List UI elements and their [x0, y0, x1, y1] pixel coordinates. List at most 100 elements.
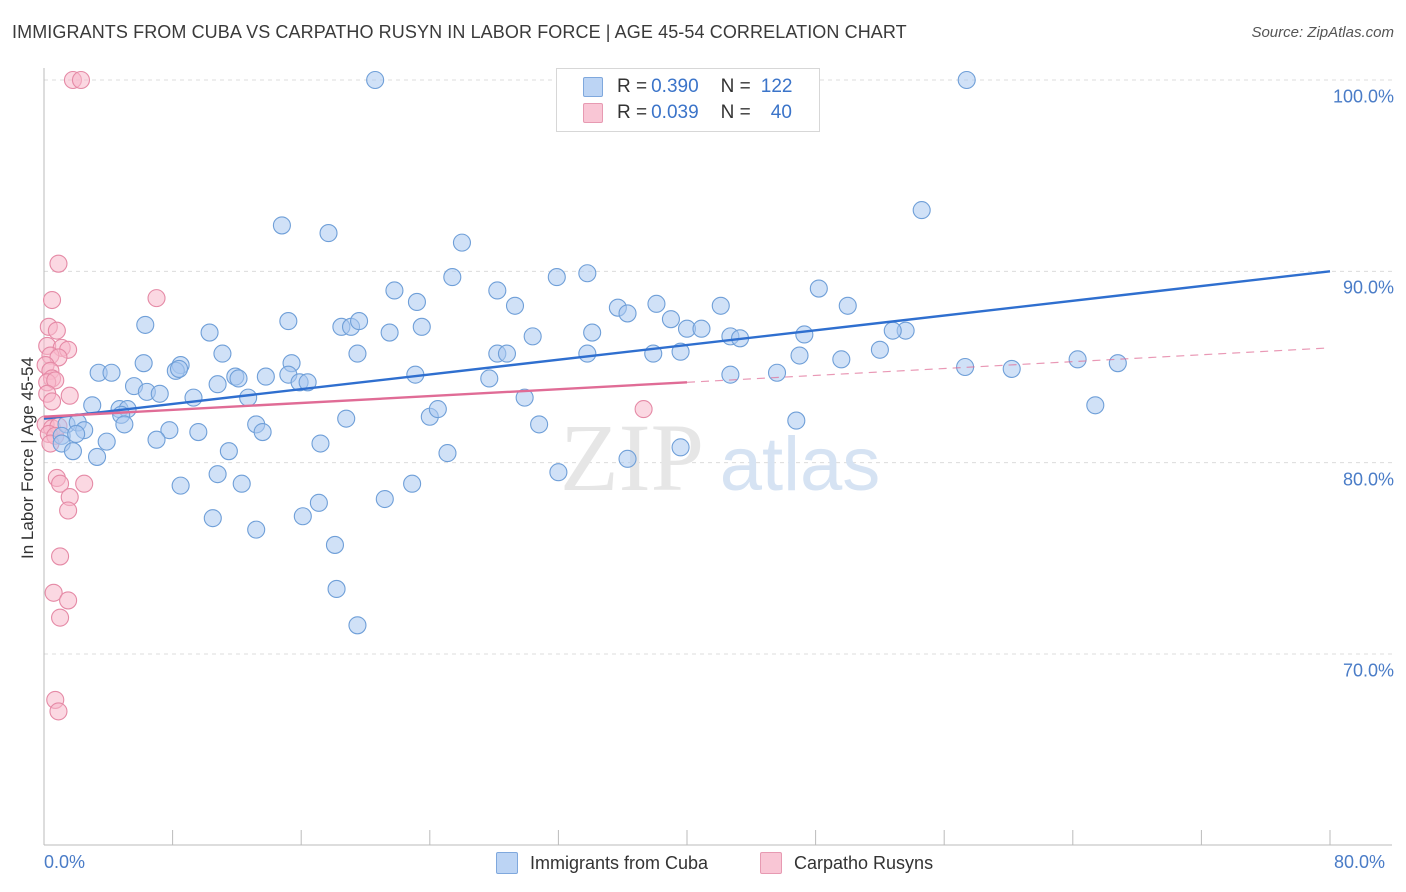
- cuba-point: [380, 323, 399, 342]
- cuba-point: [150, 384, 169, 403]
- y-tick-label: 70.0%: [1342, 660, 1394, 681]
- rusyn-point: [60, 386, 79, 405]
- rusyn-point: [147, 289, 166, 308]
- cuba-point: [671, 342, 690, 361]
- cuba-point: [515, 388, 534, 407]
- cuba-point: [298, 373, 317, 392]
- legend-r-label: R =: [617, 102, 648, 123]
- cuba-point: [366, 70, 385, 90]
- cuba-point: [293, 507, 312, 526]
- cuba-point: [1108, 354, 1127, 373]
- rusyn-point: [49, 254, 68, 273]
- cuba-point: [87, 447, 107, 466]
- cuba-point: [134, 354, 153, 373]
- cuba-point: [883, 321, 902, 340]
- legend-swatch-rusyn: [583, 103, 603, 123]
- cuba-point: [239, 388, 258, 407]
- source-credit: Source: ZipAtlas.com: [1251, 24, 1394, 41]
- legend-swatch-cuba: [583, 77, 603, 97]
- cuba-point: [208, 375, 227, 394]
- cuba-point: [428, 400, 447, 419]
- legend-n-label: N =: [720, 102, 751, 123]
- y-tick-label: 90.0%: [1342, 277, 1394, 298]
- cuba-point: [337, 409, 356, 428]
- cuba-point: [309, 493, 328, 512]
- rusyn-point: [46, 371, 65, 390]
- cuba-point: [67, 424, 86, 444]
- cuba-point: [618, 449, 637, 468]
- cuba-point: [115, 415, 134, 434]
- y-tick-label: 100.0%: [1332, 86, 1394, 107]
- bottom-legend-label-rusyn: Carpatho Rusyns: [794, 852, 934, 873]
- series-carpatho-rusyns: [36, 70, 653, 721]
- cuba-point: [488, 281, 507, 300]
- cuba-point: [232, 474, 251, 493]
- rusyn-point: [634, 400, 653, 419]
- cuba-point: [795, 325, 814, 344]
- rusyn-point: [42, 392, 62, 411]
- cuba-point: [403, 474, 422, 493]
- cuba-point: [311, 434, 330, 453]
- cuba-point: [279, 312, 298, 331]
- cuba-point: [203, 509, 222, 528]
- rusyn-point: [51, 547, 70, 566]
- cuba-point: [452, 233, 472, 252]
- cuba-point: [256, 367, 275, 386]
- cuba-point: [578, 264, 597, 283]
- cuba-point: [523, 327, 542, 346]
- series-immigrants-from-cuba: [52, 70, 1127, 635]
- cuba-point: [325, 535, 345, 554]
- cuba-point: [443, 268, 462, 287]
- cuba-point: [1002, 359, 1021, 378]
- cuba-point: [530, 415, 549, 434]
- cuba-point: [147, 430, 166, 449]
- cuba-point: [870, 340, 889, 359]
- cuba-point: [957, 70, 976, 90]
- cuba-point: [327, 579, 346, 598]
- cuba-point: [721, 365, 740, 384]
- gridlines: [44, 79, 1392, 655]
- cuba-point: [247, 520, 266, 539]
- axes: [43, 68, 1392, 846]
- bottom-swatch-cuba: [496, 852, 518, 874]
- cuba-point: [671, 438, 690, 457]
- legend-n-value-cuba: 122: [760, 76, 793, 97]
- cuba-point: [711, 296, 730, 315]
- rusyn-point: [75, 474, 94, 493]
- cuba-point: [97, 432, 116, 451]
- correlation-legend: R = 0.390 N = 122 R = 0.039 N = 40: [556, 68, 820, 132]
- bottom-legend-label-cuba: Immigrants from Cuba: [530, 852, 709, 873]
- x-tick-max: 80.0%: [1334, 852, 1386, 872]
- cuba-point: [83, 396, 102, 415]
- chart-title: IMMIGRANTS FROM CUBA VS CARPATHO RUSYN I…: [12, 22, 907, 42]
- cuba-point: [790, 346, 809, 365]
- rusyn-point: [49, 702, 68, 721]
- cuba-point: [692, 319, 711, 338]
- legend-r-value-rusyn: 0.039: [651, 102, 699, 123]
- cuba-point: [832, 350, 851, 369]
- cuba-point: [213, 344, 232, 363]
- rusyn-point: [59, 591, 78, 610]
- cuba-point: [407, 292, 426, 311]
- cuba-point: [578, 344, 597, 363]
- legend-row-cuba: R = 0.390 N = 122: [583, 75, 792, 99]
- cuba-point: [618, 304, 637, 323]
- cuba-point: [838, 296, 857, 315]
- y-tick-label: 80.0%: [1342, 469, 1394, 490]
- rusyn-point: [59, 501, 78, 520]
- cuba-point: [497, 344, 517, 363]
- legend-n-value-rusyn: 40: [770, 102, 792, 123]
- cuba-point: [348, 344, 367, 363]
- cuba-point: [169, 359, 189, 378]
- rusyn-point: [51, 608, 70, 627]
- cuba-point: [438, 444, 457, 463]
- trend-lines: [43, 270, 1331, 420]
- legend-n-label: N =: [720, 76, 751, 97]
- rusyn-point: [42, 290, 62, 310]
- cuba-point: [1068, 350, 1087, 369]
- cuba-point: [912, 201, 931, 220]
- rusyn-point: [47, 321, 66, 340]
- cuba-point: [350, 312, 369, 331]
- cuba-point: [375, 489, 394, 509]
